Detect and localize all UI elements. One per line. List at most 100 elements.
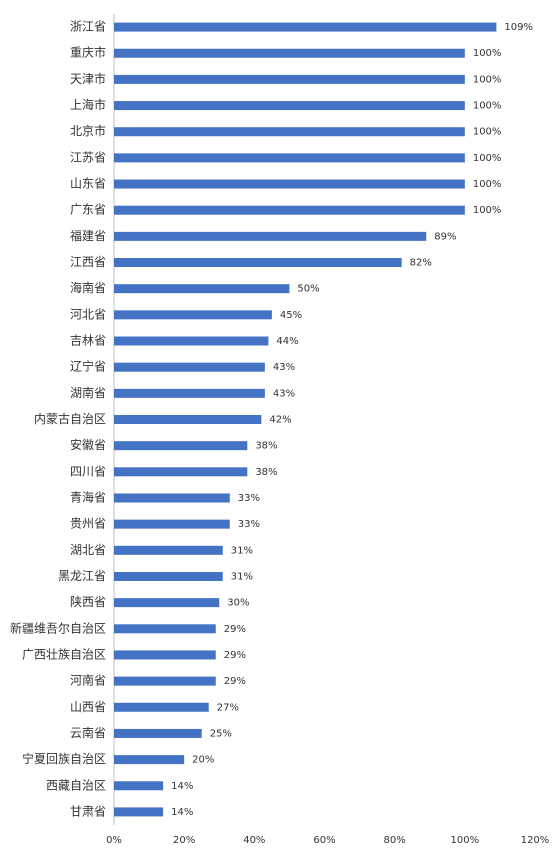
y-tick-label: 上海市: [70, 97, 106, 112]
y-tick-label: 湖北省: [70, 542, 106, 557]
data-label: 38%: [255, 441, 277, 452]
y-tick-label: 黑龙江省: [58, 569, 106, 583]
x-tick-label: 20%: [173, 835, 195, 846]
data-label: 100%: [473, 74, 502, 85]
y-tick-label: 重庆市: [70, 45, 106, 60]
y-tick-label: 新疆维吾尔自治区: [10, 620, 106, 635]
data-label: 100%: [473, 48, 502, 59]
bar: [114, 205, 465, 215]
y-tick-label: 四川省: [70, 464, 106, 478]
y-tick-label: 浙江省: [70, 20, 106, 34]
y-tick-label: 贵州省: [70, 517, 106, 531]
bar: [114, 624, 216, 634]
y-tick-label: 江西省: [70, 255, 106, 269]
bar: [114, 728, 202, 738]
bar: [114, 467, 248, 477]
data-label: 27%: [217, 702, 239, 713]
y-tick-label: 天津市: [70, 71, 106, 86]
x-tick-label: 120%: [521, 835, 550, 846]
bar: [114, 336, 269, 346]
data-label: 100%: [473, 127, 502, 138]
data-label: 43%: [273, 362, 295, 373]
bar: [114, 598, 220, 608]
y-tick-label: 广西壮族自治区: [22, 647, 106, 661]
data-label: 100%: [473, 179, 502, 190]
bar: [114, 571, 223, 581]
y-tick-label: 辽宁省: [70, 359, 106, 374]
bar: [114, 388, 265, 398]
y-tick-label: 西藏自治区: [46, 778, 106, 792]
bar: [114, 781, 164, 791]
y-tick-label: 福建省: [70, 228, 106, 243]
bar: [114, 284, 290, 294]
bar: [114, 415, 262, 424]
data-label: 29%: [224, 676, 246, 687]
bar: [114, 310, 272, 320]
data-label: 100%: [473, 205, 502, 216]
data-label: 89%: [434, 231, 456, 242]
bar: [114, 153, 465, 163]
x-tick-label: 40%: [243, 835, 265, 846]
data-label: 33%: [238, 493, 260, 504]
bar: [114, 650, 216, 660]
data-label: 42%: [269, 415, 291, 426]
bar: [114, 755, 185, 765]
y-tick-label: 青海省: [70, 489, 106, 504]
data-label: 29%: [224, 624, 246, 635]
y-tick-label: 湖南省: [70, 385, 106, 400]
x-tick-label: 60%: [313, 835, 335, 846]
data-label: 109%: [504, 22, 533, 33]
bar: [114, 807, 164, 817]
data-label: 44%: [276, 336, 298, 347]
bar: [114, 179, 465, 189]
bar: [114, 441, 248, 451]
bar: [114, 702, 209, 712]
x-tick-label: 80%: [384, 835, 406, 846]
x-tick-label: 0%: [106, 835, 122, 846]
bar: [114, 74, 465, 84]
data-label: 100%: [473, 101, 502, 112]
data-label: 20%: [192, 755, 214, 766]
bar: [114, 545, 223, 555]
data-label: 38%: [255, 467, 277, 478]
data-label: 100%: [473, 153, 502, 164]
bar: [114, 101, 465, 111]
y-tick-label: 安徽省: [70, 437, 106, 452]
data-label: 33%: [238, 519, 260, 530]
y-tick-label: 宁夏回族自治区: [22, 751, 106, 766]
y-tick-label: 甘肃省: [70, 804, 106, 818]
data-label: 45%: [280, 310, 302, 321]
data-label: 43%: [273, 388, 295, 399]
y-tick-label: 山东省: [70, 177, 106, 191]
data-label: 14%: [171, 781, 193, 792]
data-label: 82%: [410, 258, 432, 269]
y-tick-label: 山西省: [70, 700, 106, 714]
y-tick-label: 海南省: [70, 280, 106, 295]
bar: [114, 493, 230, 503]
y-tick-label: 云南省: [70, 725, 106, 740]
y-tick-label: 河北省: [70, 307, 106, 321]
data-label: 50%: [297, 284, 319, 295]
data-label: 14%: [171, 807, 193, 818]
bar: [114, 362, 265, 372]
y-tick-label: 吉林省: [70, 334, 106, 348]
data-label: 29%: [224, 650, 246, 661]
data-label: 31%: [231, 571, 253, 582]
data-label: 30%: [227, 598, 249, 609]
data-label: 25%: [210, 728, 232, 739]
y-tick-label: 陕西省: [70, 594, 106, 609]
data-label: 31%: [231, 545, 253, 556]
y-tick-label: 江苏省: [70, 150, 106, 164]
bar: [114, 676, 216, 686]
bar: [114, 48, 465, 58]
bar: [114, 258, 402, 268]
x-tick-label: 100%: [451, 835, 480, 846]
bar: [114, 127, 465, 137]
y-tick-label: 广东省: [70, 203, 106, 217]
y-tick-label: 河南省: [70, 673, 106, 688]
bar: [114, 22, 497, 32]
bar: [114, 231, 427, 241]
bar: [114, 519, 230, 529]
